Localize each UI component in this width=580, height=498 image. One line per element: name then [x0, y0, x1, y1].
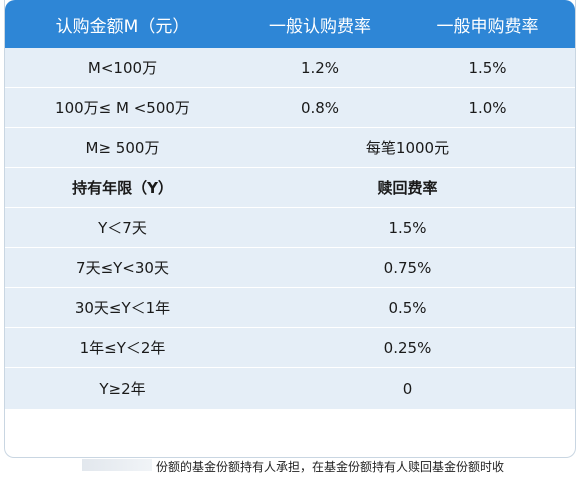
flat-fee-cell: 每笔1000元: [365, 139, 450, 157]
subscription-rate-cell: 1.2%: [300, 58, 340, 77]
table-row: 7天≤Y<30天 0.75%: [5, 248, 575, 288]
footnote-text: 份额的基金份额持有人承担，在基金份额持有人赎回基金份额时收: [78, 458, 578, 474]
period-cell: Y＜7天: [98, 219, 147, 237]
header-purchase-rate: 一般申购费率: [436, 16, 539, 37]
header-holding-period: 持有年限（Y）: [72, 179, 173, 197]
fee-table: 认购金额M（元） 一般认购费率 一般申购费率 M<100万 1.2% 1.5% …: [4, 0, 576, 458]
table-row: 30天≤Y＜1年 0.5%: [5, 288, 575, 328]
footnote-label: 份额的基金份额持有人承担，在基金份额持有人赎回基金份额时收: [156, 460, 505, 474]
obscured-text: [82, 459, 152, 471]
amount-cell: M<100万: [87, 59, 158, 77]
header-subscription-rate: 一般认购费率: [269, 16, 371, 37]
redemption-header-row: 持有年限（Y） 赎回费率: [5, 168, 575, 208]
redemption-rate-cell: 0: [402, 379, 413, 398]
redemption-rate-cell: 0.75%: [383, 258, 432, 277]
redemption-rate-cell: 0.5%: [388, 298, 427, 317]
purchase-rate-cell: 1.5%: [468, 58, 507, 77]
table-row: Y≥2年 0: [5, 368, 575, 410]
header-amount: 认购金额M（元）: [55, 16, 190, 37]
purchase-rate-cell: 1.0%: [468, 98, 507, 117]
table-row: M≥ 500万 每笔1000元: [5, 128, 575, 168]
table-row: 1年≤Y＜2年 0.25%: [5, 328, 575, 368]
table-row: Y＜7天 1.5%: [5, 208, 575, 248]
table-row: 100万≤ M <500万 0.8% 1.0%: [5, 88, 575, 128]
period-cell: 7天≤Y<30天: [76, 259, 169, 277]
period-cell: Y≥2年: [99, 380, 146, 398]
period-cell: 1年≤Y＜2年: [79, 339, 166, 357]
amount-cell: M≥ 500万: [85, 139, 160, 157]
period-cell: 30天≤Y＜1年: [74, 299, 171, 317]
subscription-rate-cell: 0.8%: [300, 98, 340, 117]
header-redemption-rate: 赎回费率: [377, 179, 438, 197]
redemption-rate-cell: 1.5%: [388, 218, 427, 237]
table-row: M<100万 1.2% 1.5%: [5, 48, 575, 88]
table-header: 认购金额M（元） 一般认购费率 一般申购费率: [5, 0, 575, 48]
redemption-rate-cell: 0.25%: [383, 338, 432, 357]
amount-cell: 100万≤ M <500万: [55, 99, 190, 117]
